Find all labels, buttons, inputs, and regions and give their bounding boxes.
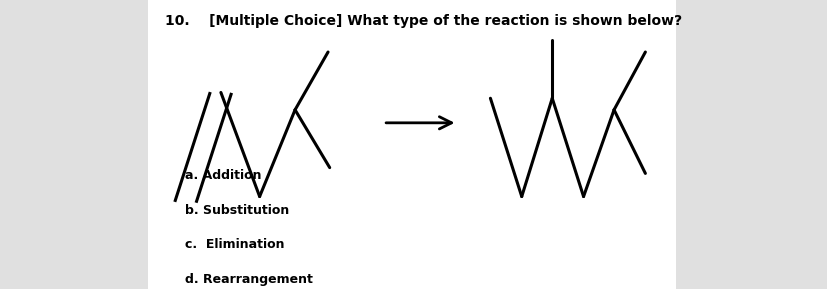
Text: a. Addition: a. Addition bbox=[185, 169, 261, 182]
Text: b. Substitution: b. Substitution bbox=[185, 204, 289, 217]
Text: c.  Elimination: c. Elimination bbox=[185, 238, 284, 251]
Text: d. Rearrangement: d. Rearrangement bbox=[185, 273, 313, 286]
Bar bbox=[148, 0, 675, 289]
Text: 10.    [Multiple Choice] What type of the reaction is shown below?: 10. [Multiple Choice] What type of the r… bbox=[165, 14, 681, 28]
